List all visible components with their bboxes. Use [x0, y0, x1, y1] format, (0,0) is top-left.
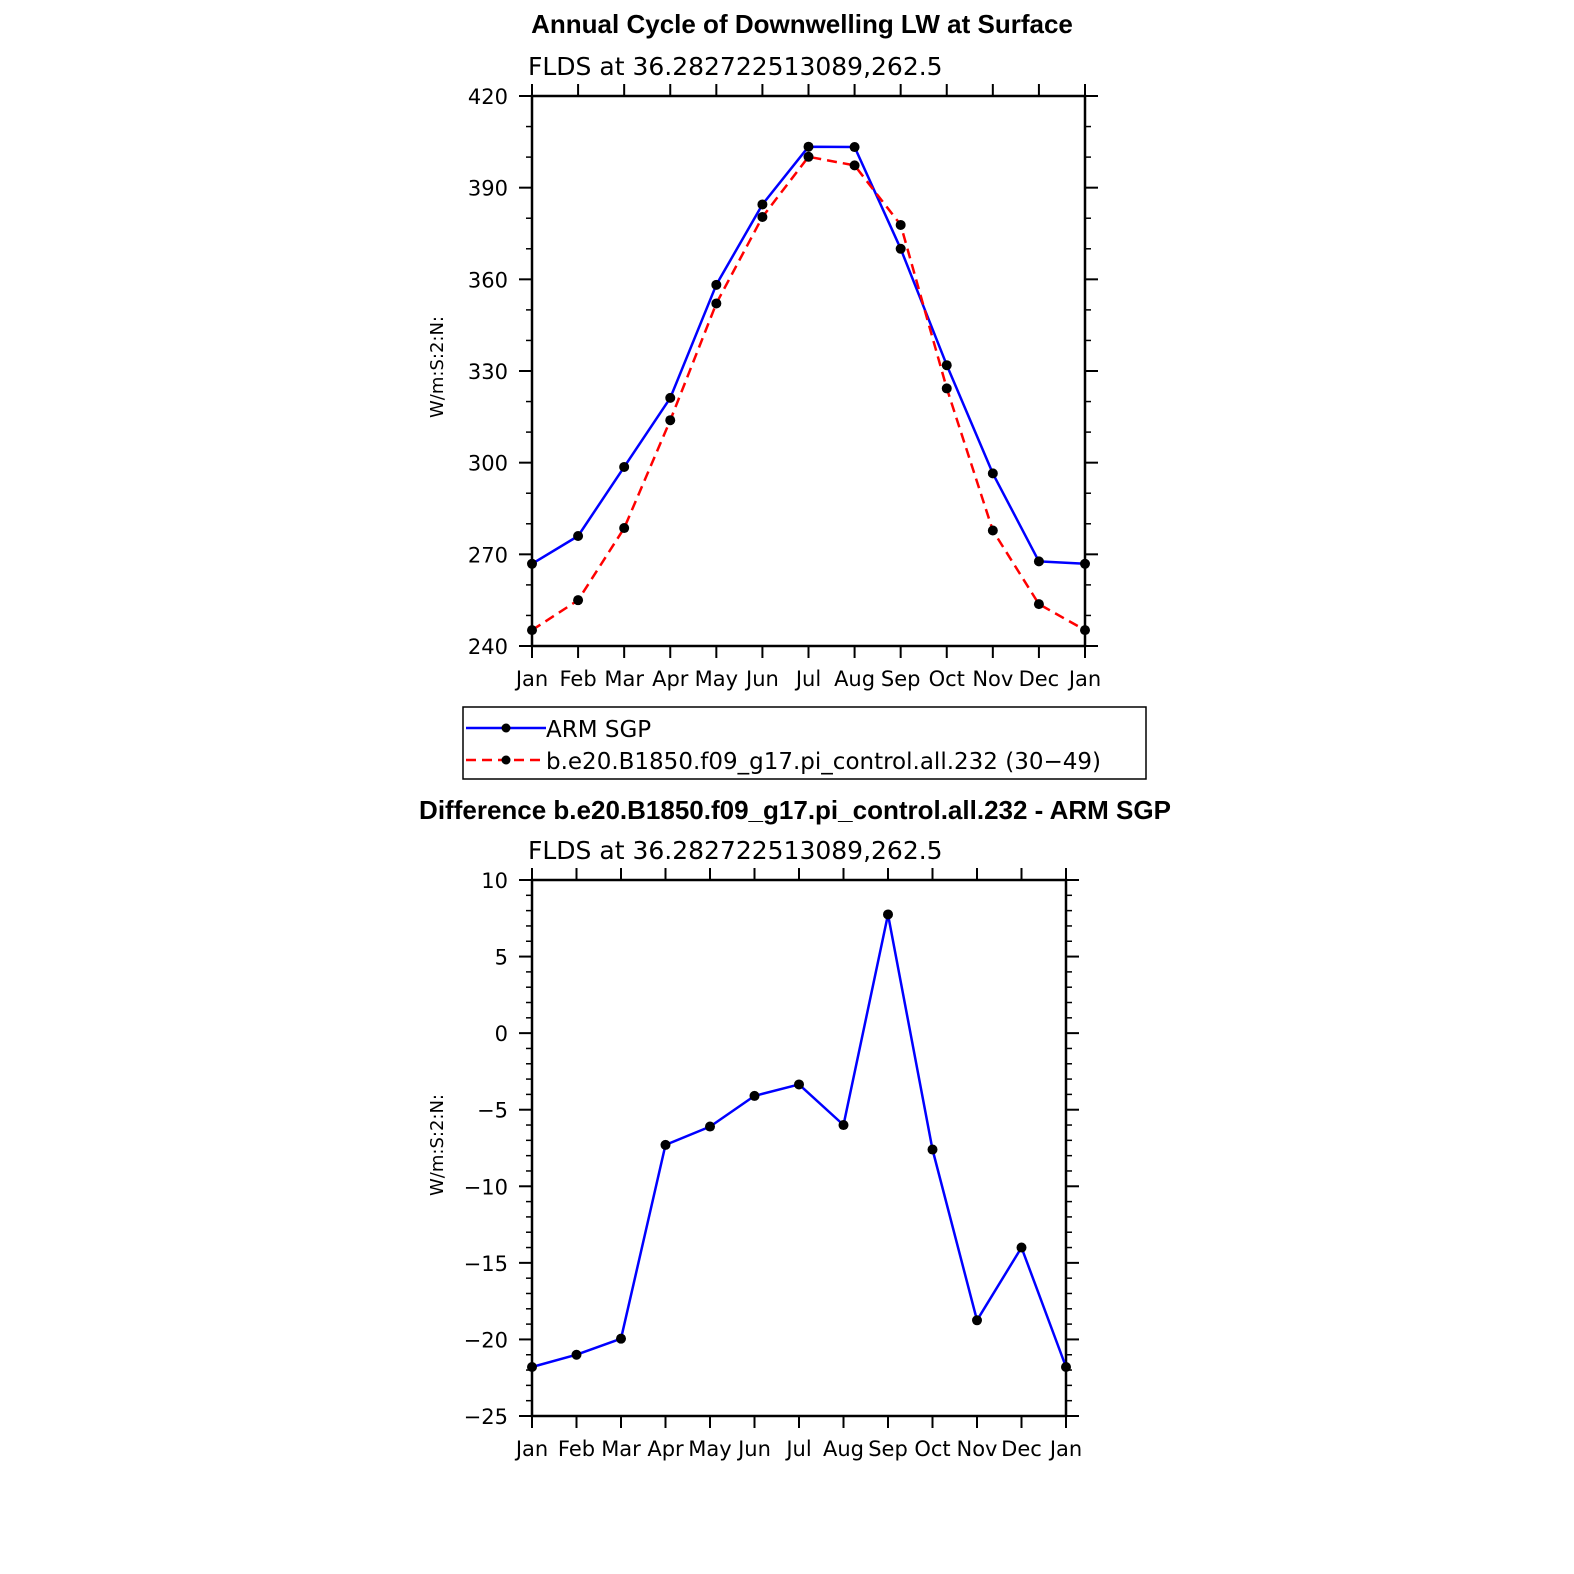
chart1-ytick-label: 360: [468, 268, 508, 292]
chart1-xtick-label: Jul: [794, 667, 821, 691]
chart2-xtick-label: Sep: [868, 1437, 908, 1461]
chart2-series-0-line: [531, 913, 1068, 1369]
chart2-series-0-point: [749, 1090, 760, 1101]
chart2-xtick-label: Mar: [601, 1437, 641, 1461]
chart1-series-0-line: [531, 145, 1086, 566]
chart1-series-0-point: [1080, 558, 1090, 569]
chart2-xtick-label: Jan: [1048, 1437, 1082, 1461]
chart1-title: Annual Cycle of Downwelling LW at Surfac…: [531, 9, 1073, 39]
chart2-ytick-label: 0: [495, 1022, 508, 1046]
chart1-series-0-point: [573, 531, 584, 541]
chart2-xtick-label: Nov: [957, 1437, 998, 1461]
chart2-series-0-point: [527, 1361, 537, 1372]
chart1-series-0-point: [757, 199, 768, 210]
chart1-series-1-point: [941, 383, 952, 394]
chart2-series-0-point: [660, 1139, 671, 1150]
chart2-series-0-point: [883, 909, 893, 920]
chart1-series-1-point: [757, 212, 768, 222]
chart2-series-0-point: [571, 1349, 582, 1360]
chart2-series-0-point: [838, 1120, 849, 1131]
chart1-series-1-point: [619, 523, 630, 534]
chart2-series-0-point: [927, 1144, 938, 1155]
chart1-series-1-point: [1033, 599, 1044, 610]
legend-label-model: b.e20.B1850.f09_g17.pi_control.all.232 (…: [546, 749, 1101, 775]
chart1-ytick-label: 300: [468, 452, 508, 476]
chart1-series-0-point: [987, 468, 998, 479]
chart1-xtick-label: Jan: [1067, 667, 1101, 691]
legend-box: [462, 706, 1147, 780]
chart2-xtick-label: Apr: [647, 1437, 684, 1461]
chart1-ytick-label: 240: [468, 635, 508, 659]
chart2-ytick-label: −15: [464, 1252, 508, 1276]
chart2-ytick-label: −25: [464, 1405, 508, 1429]
chart2-ylabel: W/m:S:2:N:: [427, 1094, 448, 1196]
chart1-xtick-label: Nov: [972, 667, 1013, 691]
chart2-series-0-point: [794, 1079, 804, 1090]
legend-marker-model: [501, 755, 511, 765]
chart2-series-0-point: [972, 1315, 982, 1326]
legend: ARM SGP b.e20.B1850.f09_g17.pi_control.a…: [462, 706, 1147, 780]
chart2-ytick-label: −20: [464, 1328, 508, 1352]
chart1-xtick-label: Jun: [744, 667, 779, 691]
chart2-xtick-label: May: [688, 1437, 731, 1461]
chart1-series-1-point: [895, 219, 906, 230]
chart1-series-0-point: [803, 141, 814, 152]
chart1-ytick-label: 330: [468, 360, 508, 384]
chart1-series-0-point: [711, 279, 722, 290]
chart1-xtick-label: Feb: [559, 667, 596, 691]
chart1-xtick-label: Aug: [834, 667, 875, 691]
chart1-series-1-point: [573, 595, 584, 606]
chart2-xtick-label: Jun: [736, 1437, 771, 1461]
chart1-series-1-point: [665, 415, 676, 426]
chart1-plot-frame: [530, 94, 1087, 648]
chart1-subtitle: FLDS at 36.282722513089,262.5: [528, 52, 943, 81]
chart1-xtick-label: Sep: [881, 667, 921, 691]
chart2-plot-frame: [530, 878, 1068, 1418]
chart1-xtick-label: Oct: [929, 667, 965, 691]
chart1-series-0-point: [527, 558, 537, 569]
chart2-series-0-point: [616, 1333, 626, 1344]
chart2-xtick-label: Jul: [784, 1437, 811, 1461]
chart1-series-1-point: [1080, 625, 1090, 636]
chart2-series-0-point: [1061, 1361, 1071, 1372]
chart2-xtick-label: Aug: [823, 1437, 864, 1461]
chart1-series-1-point: [711, 298, 722, 309]
chart1-series-0-point: [849, 142, 860, 153]
chart2-xtick-label: Jan: [514, 1437, 548, 1461]
chart1-xtick-label: Jan: [514, 667, 548, 691]
chart2-ytick-label: 5: [495, 946, 508, 970]
chart1-series-1-point: [849, 160, 860, 171]
chart1-series-1-point: [987, 525, 998, 536]
chart1-series-0-point: [941, 360, 952, 371]
chart1-xtick-label: Apr: [652, 667, 689, 691]
chart2-title: Difference b.e20.B1850.f09_g17.pi_contro…: [419, 795, 1171, 825]
chart2-ytick-label: −10: [464, 1175, 508, 1199]
chart1-series-0-point: [895, 243, 906, 254]
chart1-series-1-line: [531, 155, 1086, 632]
chart1-xtick-label: Mar: [604, 667, 644, 691]
chart1-series-0-point: [665, 392, 676, 403]
chart1-ytick-label: 390: [468, 177, 508, 201]
legend-label-arm: ARM SGP: [546, 717, 651, 743]
chart2-series-0-point: [1016, 1242, 1027, 1253]
chart1-xtick-label: Dec: [1019, 667, 1060, 691]
chart1-series-1-point: [803, 151, 814, 162]
chart1-series-0-point: [1033, 556, 1044, 567]
chart2-series-0-point: [705, 1121, 715, 1132]
legend-marker-arm: [501, 723, 511, 733]
chart2-subtitle: FLDS at 36.282722513089,262.5: [528, 836, 943, 865]
chart1-ytick-label: 420: [468, 85, 508, 109]
chart1-ylabel: W/m:S:2:N:: [427, 316, 448, 418]
chart2-xtick-label: Dec: [1001, 1437, 1042, 1461]
chart2-ytick-label: 10: [481, 869, 508, 893]
chart2-xtick-label: Oct: [914, 1437, 950, 1461]
chart1-series-0-point: [619, 461, 630, 472]
chart2-ytick-label: −5: [477, 1099, 508, 1123]
chart1-ytick-label: 270: [468, 543, 508, 567]
chart1-xtick-label: May: [695, 667, 738, 691]
chart1-series-1-point: [527, 625, 537, 636]
chart2-xtick-label: Feb: [558, 1437, 595, 1461]
